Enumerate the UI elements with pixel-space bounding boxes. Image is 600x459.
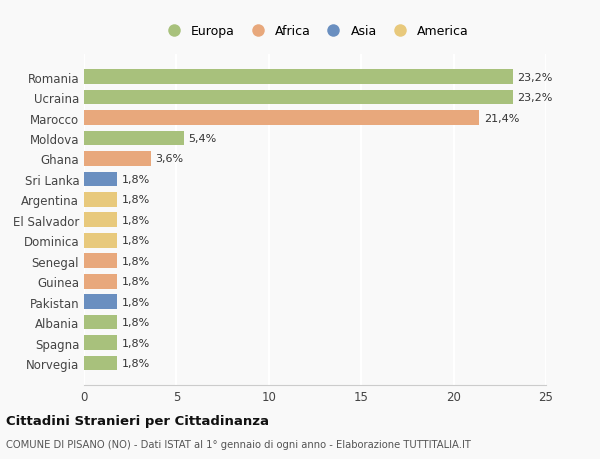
Bar	[84, 70, 513, 85]
Text: 1,8%: 1,8%	[122, 236, 150, 246]
Text: 1,8%: 1,8%	[122, 277, 150, 286]
Text: 1,8%: 1,8%	[122, 195, 150, 205]
Text: 21,4%: 21,4%	[484, 113, 520, 123]
Bar	[84, 356, 117, 370]
Bar	[84, 193, 117, 207]
Bar	[84, 315, 117, 330]
Bar	[84, 213, 117, 228]
Text: 1,8%: 1,8%	[122, 256, 150, 266]
Bar	[84, 254, 117, 269]
Bar	[84, 111, 479, 126]
Text: 1,8%: 1,8%	[122, 215, 150, 225]
Text: 1,8%: 1,8%	[122, 317, 150, 327]
Bar	[84, 131, 184, 146]
Bar	[84, 152, 151, 167]
Text: 1,8%: 1,8%	[122, 338, 150, 348]
Bar	[84, 172, 117, 187]
Text: 5,4%: 5,4%	[188, 134, 217, 144]
Bar	[84, 295, 117, 309]
Bar	[84, 274, 117, 289]
Text: 1,8%: 1,8%	[122, 174, 150, 185]
Text: 23,2%: 23,2%	[517, 73, 553, 83]
Text: 1,8%: 1,8%	[122, 358, 150, 368]
Text: 1,8%: 1,8%	[122, 297, 150, 307]
Bar	[84, 90, 513, 105]
Text: Cittadini Stranieri per Cittadinanza: Cittadini Stranieri per Cittadinanza	[6, 414, 269, 428]
Text: COMUNE DI PISANO (NO) - Dati ISTAT al 1° gennaio di ogni anno - Elaborazione TUT: COMUNE DI PISANO (NO) - Dati ISTAT al 1°…	[6, 440, 471, 449]
Legend: Europa, Africa, Asia, America: Europa, Africa, Asia, America	[161, 25, 469, 38]
Text: 23,2%: 23,2%	[517, 93, 553, 103]
Bar	[84, 336, 117, 350]
Bar	[84, 233, 117, 248]
Text: 3,6%: 3,6%	[155, 154, 183, 164]
